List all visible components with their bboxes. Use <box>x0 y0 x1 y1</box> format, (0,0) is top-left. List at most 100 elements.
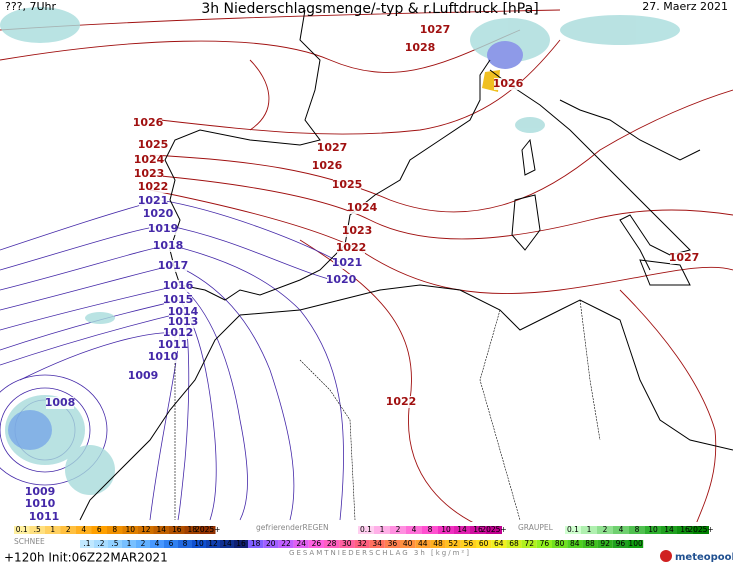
legend-cell <box>136 540 150 548</box>
isobar-label-bg <box>333 257 361 269</box>
legend-label: 36 <box>388 539 398 548</box>
legend-cell <box>206 540 220 548</box>
date-label: 27. Maerz 2021 <box>642 0 728 13</box>
legend-cell <box>91 526 107 534</box>
isobar-label: 1020 <box>143 207 174 220</box>
isobar-label-bg <box>139 139 167 151</box>
legend-cell <box>582 540 598 548</box>
legend-label: 14 <box>222 539 232 548</box>
legend-label: 2 <box>603 525 608 534</box>
legend-label: 8 <box>112 525 117 534</box>
isobar-label: 1026 <box>133 116 164 129</box>
legend-cell <box>339 540 355 548</box>
legend-cell <box>597 540 613 548</box>
legend-label: 10 <box>441 525 451 534</box>
legend-label: 8 <box>635 525 640 534</box>
legend-cell <box>661 526 677 534</box>
legend-cell <box>308 540 324 548</box>
legend-label: 14 <box>457 525 467 534</box>
isobar-label-bg <box>333 179 361 191</box>
brand-logo <box>660 550 672 562</box>
legend-label: 8 <box>428 525 433 534</box>
legend-cell <box>390 526 406 534</box>
legend-label: 32 <box>357 539 367 548</box>
legend-cell <box>76 526 92 534</box>
legend-cell <box>45 526 61 534</box>
legend-cell <box>220 540 234 548</box>
legend-cell <box>94 540 108 548</box>
legend-cell <box>60 526 76 534</box>
isobar-label: 1024 <box>347 201 378 214</box>
legend-cell <box>430 540 446 548</box>
legend-name: GRAUPEL <box>518 523 554 532</box>
isobar-label: 1008 <box>45 396 76 409</box>
legend-cell <box>138 526 154 534</box>
legend-label: 1 <box>587 525 592 534</box>
isobar-label-bg <box>149 223 177 235</box>
legend-label: 96 <box>616 539 626 548</box>
legend-cell <box>184 526 200 534</box>
legend-label: 2 <box>141 539 146 548</box>
isobar-label-bg <box>327 274 355 286</box>
legend-name: gefrierenderREGEN <box>256 523 329 532</box>
isobar-label-bg <box>139 181 167 193</box>
legend-label: 1 <box>50 525 55 534</box>
legend-label: .2 <box>97 539 104 548</box>
legend-label: 24 <box>296 539 306 548</box>
isobar-label-bg <box>26 498 54 510</box>
legend-label: 2 <box>66 525 71 534</box>
legend-cell <box>14 526 30 534</box>
legend-label: 2025+ <box>195 525 220 534</box>
legend-cell <box>491 540 507 548</box>
legend-cell <box>613 526 629 534</box>
legend-label: 18 <box>187 525 197 534</box>
legend-cell <box>460 540 476 548</box>
isobar-label-bg <box>494 78 522 90</box>
isobar-label-bg <box>164 280 192 292</box>
legend-label: 84 <box>570 539 580 548</box>
legend-cell <box>521 540 537 548</box>
legend-cell <box>234 540 248 548</box>
isobar-label-bg <box>159 339 187 351</box>
isobar-label: 1015 <box>163 293 194 306</box>
isobar-label: 1023 <box>342 224 373 237</box>
brand: meteopool.org <box>675 552 733 563</box>
legend-cell <box>384 540 400 548</box>
legend-label: 1 <box>127 539 132 548</box>
legend-label: 0.1 <box>360 525 372 534</box>
legend-label: 8 <box>183 539 188 548</box>
isobar-label-bg <box>129 370 157 382</box>
legend-label: 92 <box>600 539 610 548</box>
legend-label: 18 <box>251 539 261 548</box>
isobar-label: 1011 <box>29 510 60 523</box>
isobar-label: 1012 <box>163 326 194 339</box>
legend-cell <box>358 526 374 534</box>
isobar-label: 1018 <box>153 239 184 252</box>
legend-cell <box>107 526 123 534</box>
isobar-label: 1027 <box>669 251 700 264</box>
isobar-label: 1010 <box>25 497 56 510</box>
legend-cell <box>486 526 502 534</box>
legend-label: 76 <box>540 539 550 548</box>
legend-cell <box>150 540 164 548</box>
isobar-label-bg <box>164 294 192 306</box>
legend-label: 12 <box>141 525 151 534</box>
legend-total-name: GESAMTNIEDERSCHLAG 3h [kg/m²] <box>289 549 471 557</box>
legend-cell <box>567 540 583 548</box>
legend-cell <box>122 540 136 548</box>
isobar-label: 1027 <box>317 141 348 154</box>
legend-cell <box>536 540 552 548</box>
isobar-label: 1016 <box>163 279 194 292</box>
isobar-label: 1028 <box>405 41 436 54</box>
snow-area <box>8 410 52 450</box>
legend-cell <box>178 540 192 548</box>
isobar-label-bg <box>26 486 54 498</box>
isobar-label: 1010 <box>148 350 179 363</box>
isobar-label-bg <box>159 260 187 272</box>
legend-cell <box>192 540 206 548</box>
legend-cell <box>164 540 178 548</box>
isobar-label: 1020 <box>326 273 357 286</box>
isobar-label-bg <box>670 252 698 264</box>
